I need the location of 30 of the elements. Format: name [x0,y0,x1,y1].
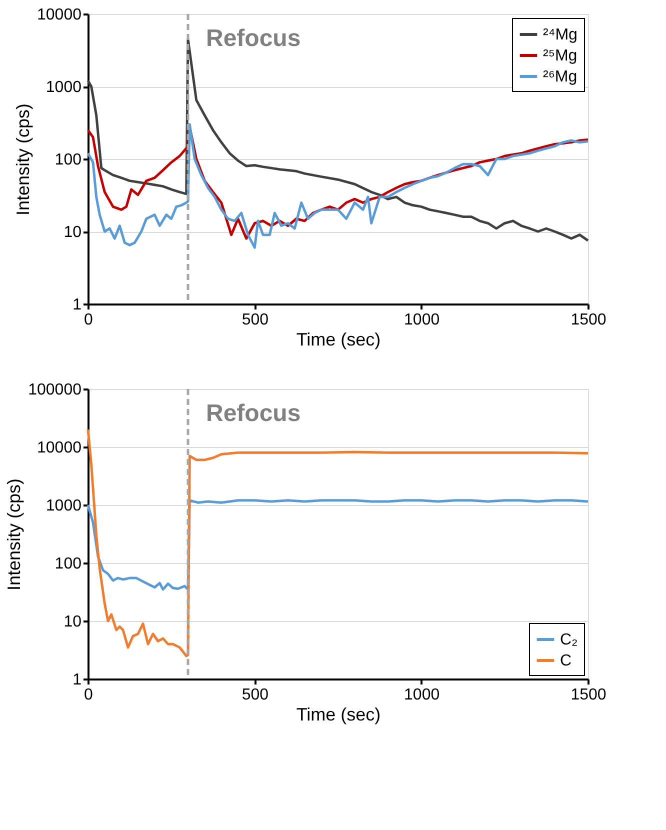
x-tick-label: 500 [242,686,269,704]
y-tick-label: 1 [72,296,82,314]
y-tick-label: 100 [54,556,82,572]
ref-line-label: Refocus [206,400,301,427]
legend-label: C [560,652,572,670]
y-tick-label: 1 [72,672,82,688]
x-tick-label: 1000 [404,312,440,328]
y-tick-label: 1000 [46,79,82,96]
x-tick-label: 500 [242,312,269,328]
y-tick-label: 10 [64,224,82,241]
legend-label: ²⁴Mg [543,26,578,44]
legend-label: ²⁵Mg [543,48,578,64]
x-tick-label: 0 [84,312,94,328]
x-axis-title: Time (sec) [296,704,381,724]
x-tick-label: 0 [84,686,94,704]
y-tick-label: 100000 [28,382,82,398]
y-tick-label: 1000 [46,498,82,514]
x-tick-label: 1500 [570,312,606,328]
x-axis-title: Time (sec) [296,330,381,350]
y-axis-title: Intensity (cps) [4,478,24,591]
legend-label: C₂ [560,632,578,648]
legend-label: ²⁶Mg [543,68,578,86]
y-axis-title: Intensity (cps) [13,103,34,216]
y-tick-label: 10000 [37,440,82,456]
y-tick-label: 10 [64,614,82,630]
x-tick-label: 1000 [404,686,440,704]
y-tick-label: 10000 [37,6,82,24]
ref-line-label: Refocus [206,25,301,52]
x-tick-label: 1500 [570,686,606,704]
y-tick-label: 100 [54,152,82,168]
